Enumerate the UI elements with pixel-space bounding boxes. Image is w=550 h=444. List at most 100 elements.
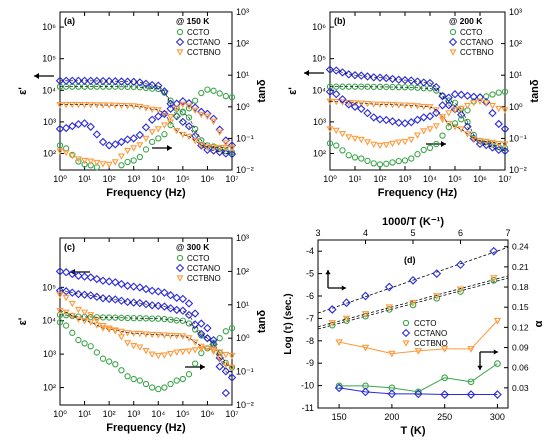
cctbno-marker (185, 348, 193, 355)
cctano-marker (190, 131, 200, 141)
cctano-marker (166, 104, 175, 113)
cctbno-marker (136, 142, 144, 149)
cctano-marker (74, 271, 83, 280)
series-ccto-eps (326, 83, 509, 152)
x-tick-label: 10³ (398, 174, 411, 184)
fit-line (59, 290, 233, 378)
y-left-tick-label: 10⁵ (42, 282, 56, 292)
ccto-marker (222, 92, 230, 100)
panel-label: (b) (334, 16, 346, 26)
y-left-tick-label: -7 (306, 313, 314, 323)
cctbno-marker (338, 99, 347, 106)
ccto-marker (148, 315, 156, 322)
cctbno-marker (167, 113, 175, 121)
cctbno-marker (457, 105, 465, 113)
cctbno-marker (130, 145, 138, 152)
ccto-marker (345, 152, 352, 159)
cctbno-marker (62, 149, 70, 157)
alpha-line (339, 387, 498, 396)
cctano-marker (184, 122, 194, 131)
cctbno-marker (402, 340, 410, 347)
x-tick-label: 10⁷ (225, 174, 238, 184)
x-tick-label: 10² (103, 174, 116, 184)
series-cctano-tan (55, 97, 237, 150)
cctbno-marker (363, 139, 372, 146)
cctano-marker (413, 77, 422, 86)
ccto-marker (176, 254, 184, 262)
cctbno-marker (451, 124, 459, 131)
cctbno-marker (81, 318, 89, 325)
panel-label: (c) (64, 242, 75, 252)
cctbno-marker (191, 347, 199, 354)
cctbno-marker (228, 364, 236, 372)
cctbno-marker (191, 138, 199, 145)
cctano-marker (80, 290, 89, 299)
cctano-marker (68, 269, 77, 279)
cctano-marker (357, 104, 366, 113)
y-right-tick-label: 10² (236, 39, 249, 49)
ccto-marker (167, 380, 174, 388)
ccto-marker (75, 336, 82, 344)
ccto-marker (490, 276, 498, 284)
cctbno-marker (382, 142, 390, 149)
cctbno-marker (456, 286, 465, 294)
cctano-marker (394, 118, 403, 127)
series-ccto-tan (326, 88, 509, 168)
cctano-marker (338, 95, 347, 104)
series-cctbno-tan (326, 98, 509, 150)
ccto-marker (426, 144, 434, 152)
ccto-marker (489, 91, 496, 98)
legend-entry: CCTO (187, 254, 210, 263)
series-ccto-eps (56, 311, 236, 371)
series-cctano-tan (325, 87, 510, 134)
cctano-marker (111, 295, 120, 304)
series-cctbno-tan (56, 101, 236, 169)
cctbno-marker (376, 142, 384, 150)
axis-arrow-head (34, 73, 39, 79)
cctano-marker (61, 123, 71, 133)
y-left-tick-label: 10³ (43, 349, 56, 359)
cctbno-marker (210, 348, 218, 355)
ccto-marker (464, 118, 471, 126)
ccto-marker (167, 121, 174, 129)
cctano-marker (413, 115, 422, 124)
x-tick-label: 10⁷ (498, 174, 511, 184)
legend-entry: CCTO (414, 319, 437, 328)
plot-frame (329, 11, 506, 171)
ccto-marker (383, 83, 390, 91)
cctano-marker (457, 110, 466, 119)
cctano-marker (363, 72, 372, 81)
ccto-marker (328, 321, 336, 329)
cctbno-marker (210, 346, 218, 354)
y-right-tick-label: 10⁰ (236, 102, 250, 112)
cctano-marker (197, 107, 206, 117)
cctbno-marker (99, 325, 107, 332)
axis-arrow-head (200, 364, 205, 370)
cctbno-marker (495, 105, 503, 113)
x-tick-label: 150 (332, 412, 347, 422)
cctano-marker (375, 73, 385, 82)
cctano-marker (104, 141, 114, 150)
cctano-marker (375, 115, 385, 124)
panel-b: 10⁰ 10¹ 10² 10³ 10⁴ 10⁵ 10⁶ 10⁷ 10² 10³ 10⁴ 10⁵ 10⁶ 1… (287, 7, 541, 199)
ccto-marker (56, 142, 64, 149)
cctano-marker (488, 108, 497, 118)
ccto-marker (501, 88, 509, 95)
cctbno-marker (130, 342, 138, 350)
cctbno-marker (388, 102, 397, 109)
cctano-marker (350, 102, 360, 111)
cctbno-marker (179, 348, 187, 356)
y-left-tick-label: -4 (306, 246, 314, 256)
cctbno-marker (74, 156, 82, 163)
y-right-tick-label: 10⁰ (509, 102, 523, 112)
x-axis-title: Frequency (Hz) (106, 187, 186, 199)
cctano-marker (425, 78, 435, 88)
x-tick-label: 200 (384, 412, 399, 422)
cctano-marker (227, 141, 237, 150)
y-right-tick-label: 0.18 (512, 282, 529, 292)
y-left-title: ε' (17, 317, 29, 325)
y-left-tick-label: 10⁵ (312, 54, 326, 64)
x-tick-label: 10⁰ (53, 409, 67, 419)
cctano-marker (227, 373, 237, 382)
cctano-marker (209, 146, 218, 155)
